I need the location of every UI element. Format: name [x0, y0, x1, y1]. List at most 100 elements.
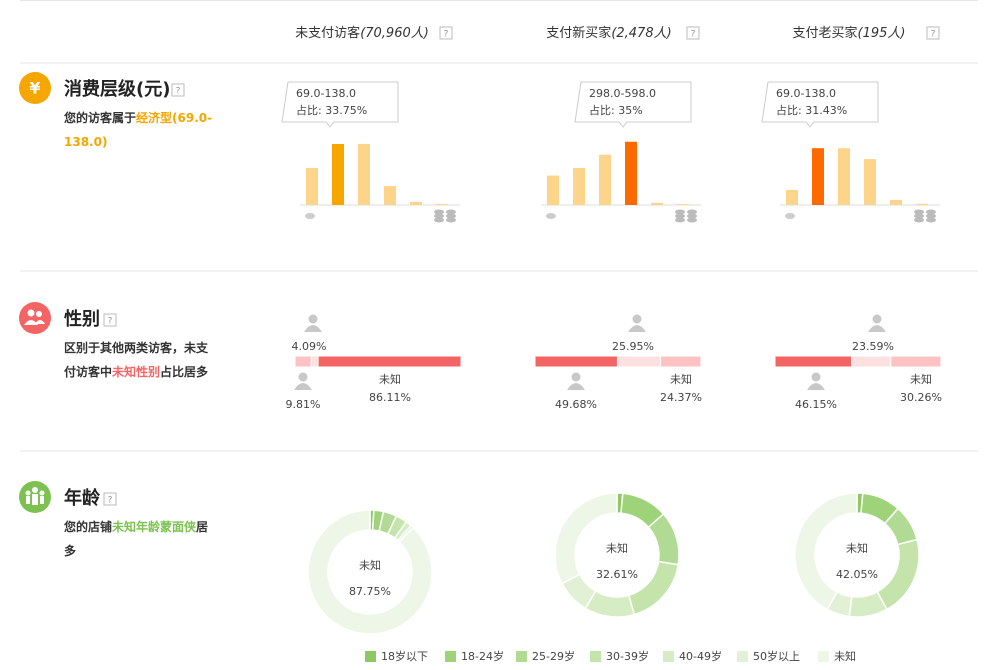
coin-icon [914, 209, 924, 215]
help-icon-text: ? [444, 30, 449, 40]
person-icon [304, 325, 322, 332]
help-icon [439, 26, 453, 40]
spending-icon-text: ¥ [29, 79, 40, 98]
gender-segment [310, 355, 319, 368]
tooltip-range: 69.0-138.0 [296, 87, 356, 100]
gender-segment [317, 355, 462, 368]
gender-value: 23.59% [852, 340, 894, 353]
bar [812, 148, 824, 205]
tooltip [281, 81, 399, 128]
donut-center-label: 未知 [846, 541, 868, 555]
legend-label: 50岁以上 [753, 649, 800, 663]
gender-segment [774, 355, 853, 368]
bar [599, 154, 611, 205]
person-icon [567, 383, 585, 390]
coin-icon [687, 209, 697, 215]
coin-icon [446, 213, 456, 219]
gender-value: 30.26% [900, 391, 942, 404]
bar [332, 144, 344, 205]
donut-segment [876, 538, 920, 611]
coin-icon [675, 213, 685, 219]
help-icon-text: ? [176, 87, 181, 97]
note: 区别于其他两类访客，未支付访客中未知性别占比居多 [64, 340, 209, 379]
column-count: (2,478人) [611, 26, 671, 41]
tooltip-range: 69.0-138.0 [776, 87, 836, 100]
person-icon [628, 325, 646, 332]
legend-swatch [365, 651, 376, 662]
legend-label: 30-39岁 [606, 649, 649, 663]
donut-segment [307, 509, 433, 635]
gender-segment [534, 355, 618, 368]
donut-center-label: 未知 [359, 558, 381, 572]
tooltip-share: 占比: 33.75% [296, 103, 367, 117]
legend-swatch [445, 651, 456, 662]
column-name: 支付新买家 [546, 25, 611, 41]
coin-icon [926, 209, 936, 215]
gender-segment [890, 355, 942, 368]
help-icon-text: ? [108, 317, 113, 327]
tooltip-range: 298.0-598.0 [589, 87, 656, 100]
coin-icon [675, 217, 685, 223]
gender-value: 25.95% [612, 340, 654, 353]
coin-icon [926, 217, 936, 223]
coin-icon [785, 213, 795, 219]
bar [384, 186, 396, 205]
help-icon [103, 313, 117, 327]
legend-label: 18岁以下 [381, 649, 428, 663]
bar [410, 201, 422, 205]
gender-value: 9.81% [286, 398, 321, 411]
coin-icon [914, 213, 924, 219]
coin-icon [305, 213, 315, 219]
bar [651, 202, 663, 205]
legend-swatch [818, 651, 829, 662]
help-icon [171, 83, 185, 97]
person-icon [872, 314, 882, 324]
donut-center-value: 42.05% [836, 568, 878, 581]
person-icon [571, 372, 581, 382]
note: 您的访客属于经济型(69.0-138.0) [64, 110, 212, 149]
bar [358, 143, 370, 205]
column-header: 支付老买家(195人) [793, 25, 906, 41]
help-icon [103, 492, 117, 506]
column-name: 未支付访客 [295, 25, 360, 41]
unknown-label: 未知 [670, 372, 692, 386]
gender-segment [616, 355, 662, 368]
bar [890, 199, 902, 205]
person-icon [632, 314, 642, 324]
legend-label: 18-24岁 [461, 649, 504, 663]
tooltip [761, 81, 879, 128]
coin-icon [687, 217, 697, 223]
help-icon [926, 26, 940, 40]
gender-value: 4.09% [292, 340, 327, 353]
spending-icon [19, 72, 51, 104]
gender-value: 49.68% [555, 398, 597, 411]
donut-center-value: 87.75% [349, 585, 391, 598]
column-header: 支付新买家(2,478人) [546, 25, 671, 41]
bar [573, 167, 585, 205]
help-icon-text: ? [931, 30, 936, 40]
legend-swatch [663, 651, 674, 662]
column-name: 支付老买家 [793, 25, 858, 41]
person-icon [298, 372, 308, 382]
column-header: 未支付访客(70,960人) [295, 25, 429, 41]
coin-icon [914, 217, 924, 223]
column-count: (70,960人) [360, 26, 429, 41]
legend-label: 40-49岁 [679, 649, 722, 663]
section-title: 消费层级(元) [64, 78, 170, 100]
bar [547, 175, 559, 205]
coin-icon [675, 209, 685, 215]
section-title: 性别 [64, 308, 100, 330]
section-title: 年龄 [64, 487, 101, 509]
help-icon-text: ? [691, 30, 696, 40]
donut-segment [554, 492, 618, 585]
gender-value: 86.11% [369, 391, 411, 404]
coin-icon [926, 213, 936, 219]
tooltip-share: 占比: 31.43% [776, 103, 847, 117]
person-icon [807, 383, 825, 390]
column-count: (195人) [858, 26, 906, 41]
gender-value: 46.15% [795, 398, 837, 411]
bar [306, 167, 318, 205]
coin-icon [434, 213, 444, 219]
legend-swatch [590, 651, 601, 662]
